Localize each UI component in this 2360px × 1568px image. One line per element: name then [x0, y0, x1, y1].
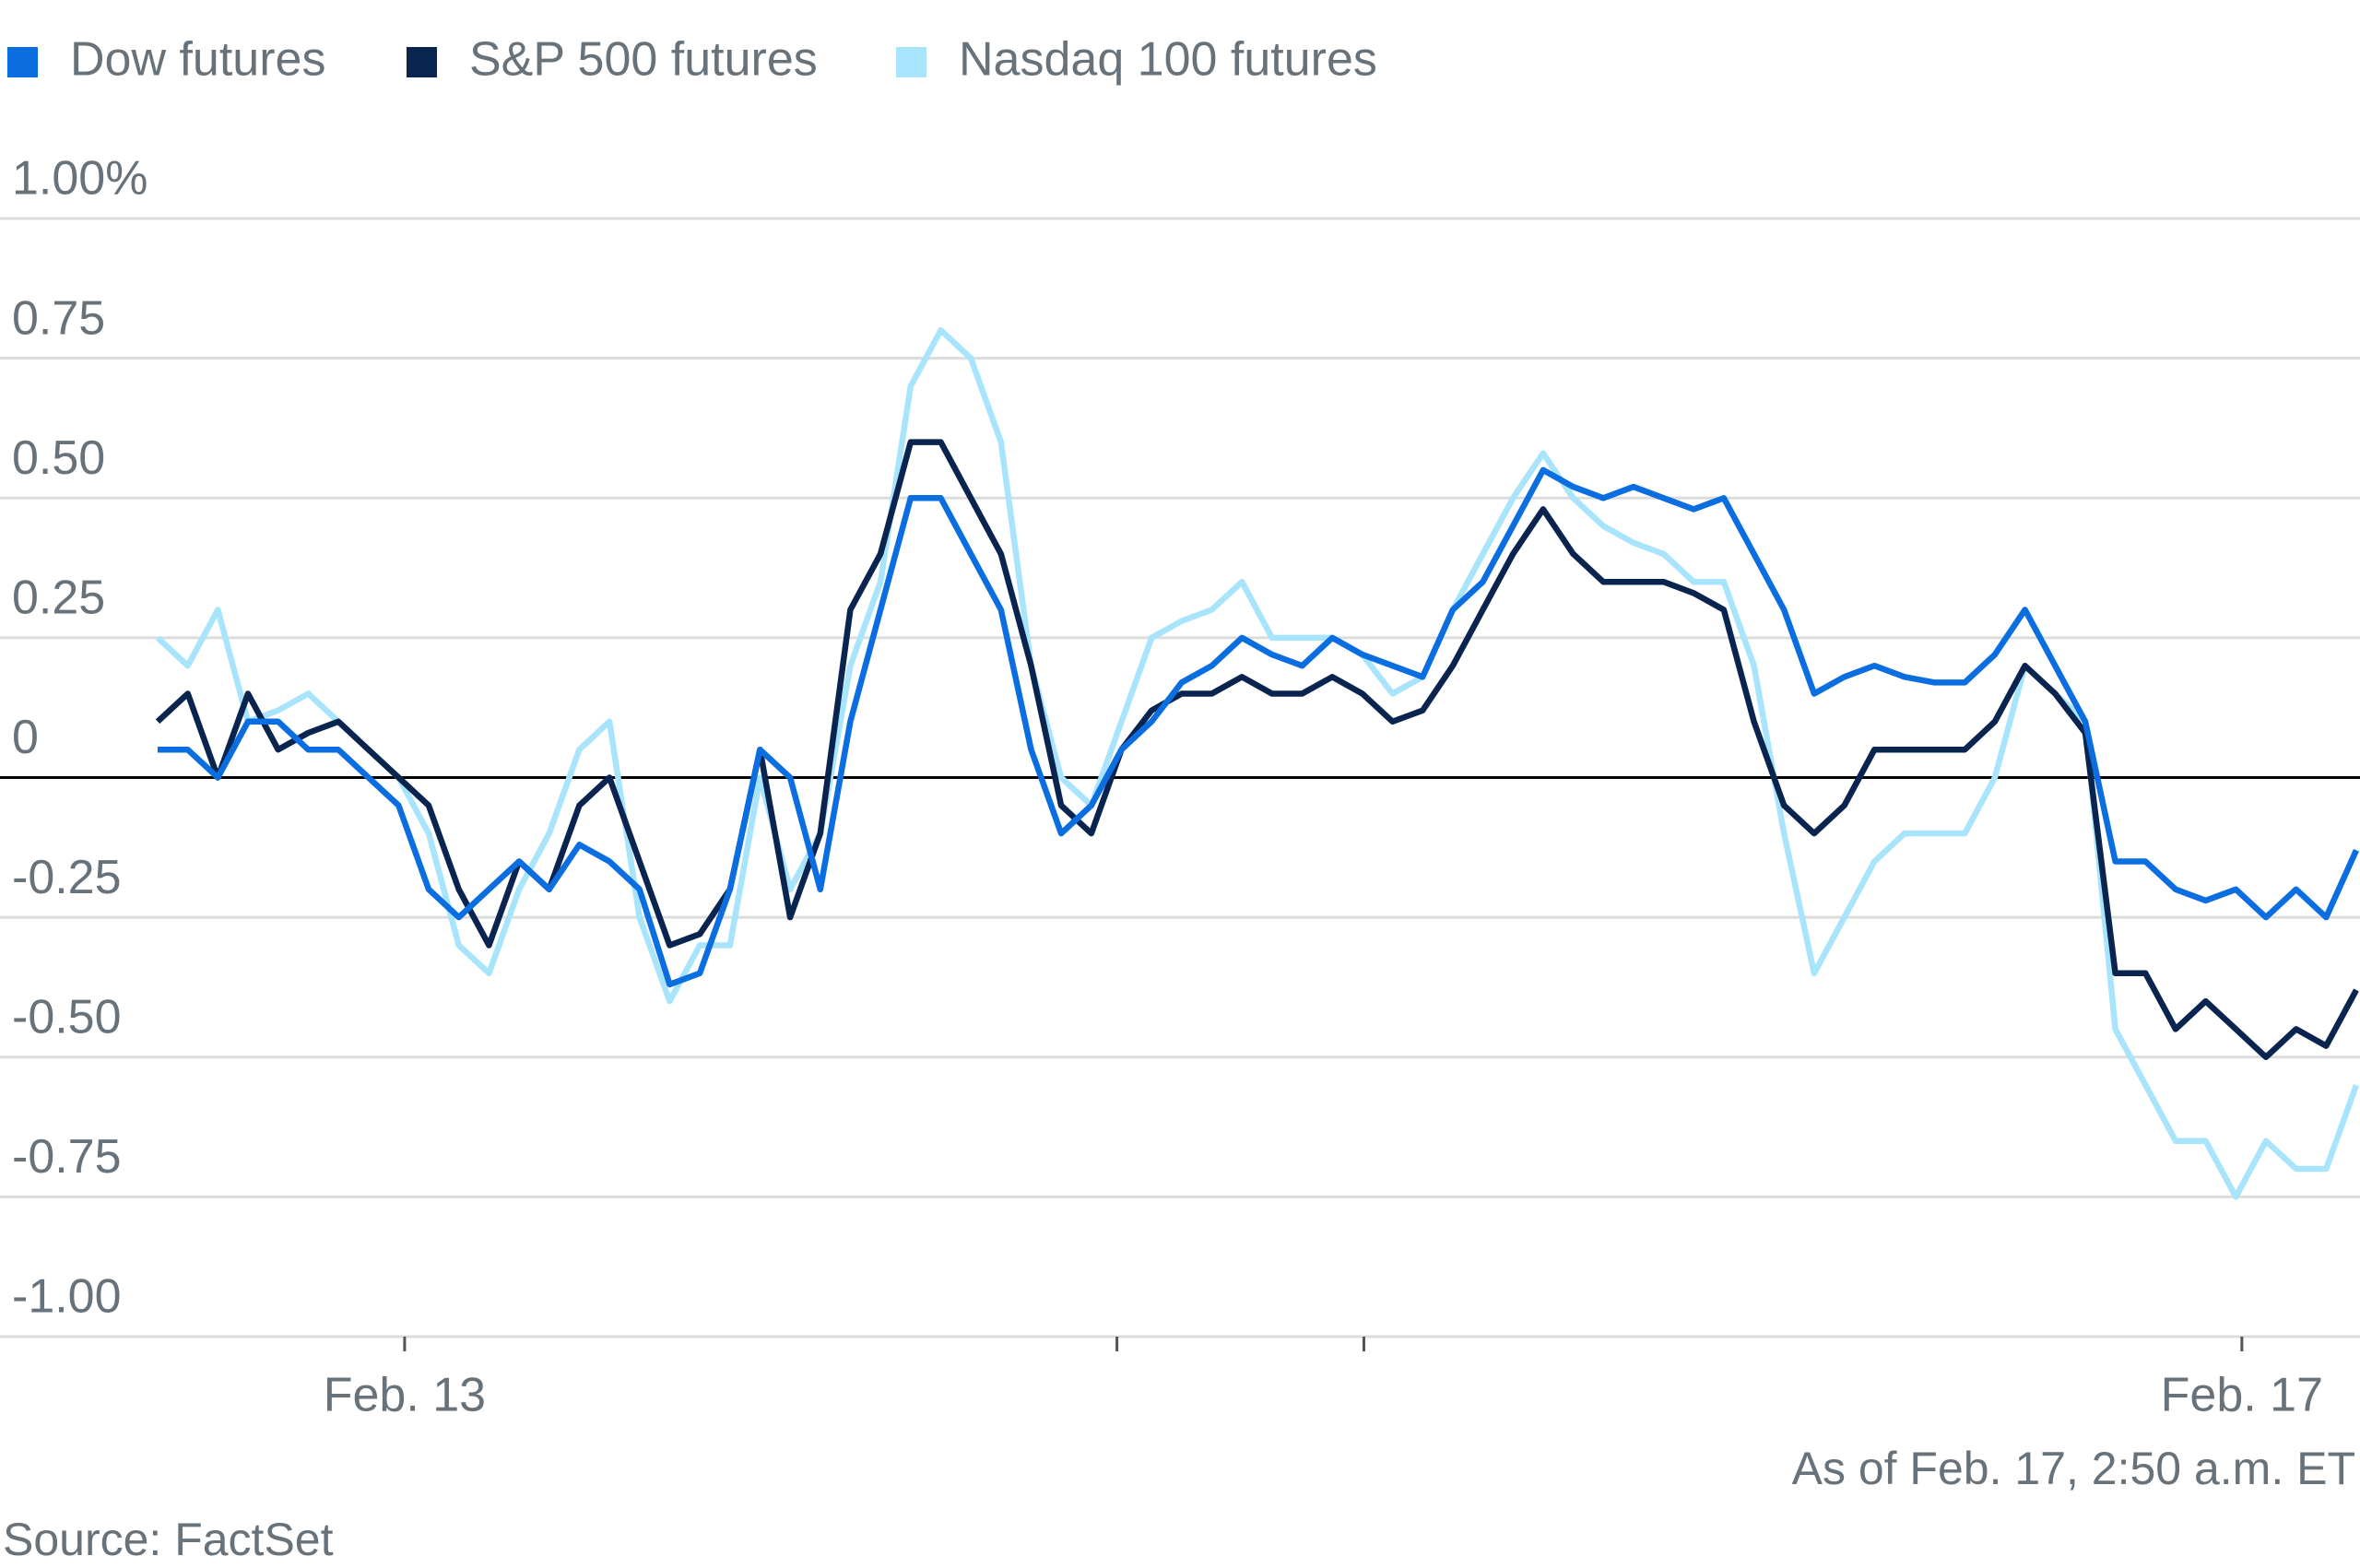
y-tick-label: -1.00	[12, 1270, 122, 1324]
source-note: Source: FactSet	[3, 1514, 334, 1565]
x-tick-label: Feb. 17	[2161, 1369, 2323, 1422]
legend-label: Dow futures	[70, 33, 325, 87]
y-tick-label: -0.25	[12, 851, 122, 904]
y-tick-label: 0	[12, 711, 39, 764]
series-line	[158, 466, 2359, 988]
y-tick-label: 0.75	[12, 291, 105, 345]
y-tick-label: 1.00%	[12, 152, 148, 206]
series-line	[155, 327, 2360, 1200]
series-line	[155, 439, 2359, 1061]
legend-swatch	[7, 47, 38, 77]
legend-label: S&P 500 futures	[469, 33, 818, 87]
y-tick-label: -0.50	[12, 990, 122, 1043]
legend-swatch	[896, 47, 926, 77]
x-tick-label: Feb. 13	[324, 1369, 486, 1422]
as-of-note: As of Feb. 17, 2:50 a.m. ET	[1792, 1443, 2355, 1494]
legend-label: Nasdaq 100 futures	[959, 33, 1377, 87]
y-tick-label: -0.75	[12, 1130, 122, 1184]
legend-swatch	[407, 47, 437, 77]
y-tick-label: 0.50	[12, 431, 105, 485]
y-tick-label: 0.25	[12, 572, 105, 625]
